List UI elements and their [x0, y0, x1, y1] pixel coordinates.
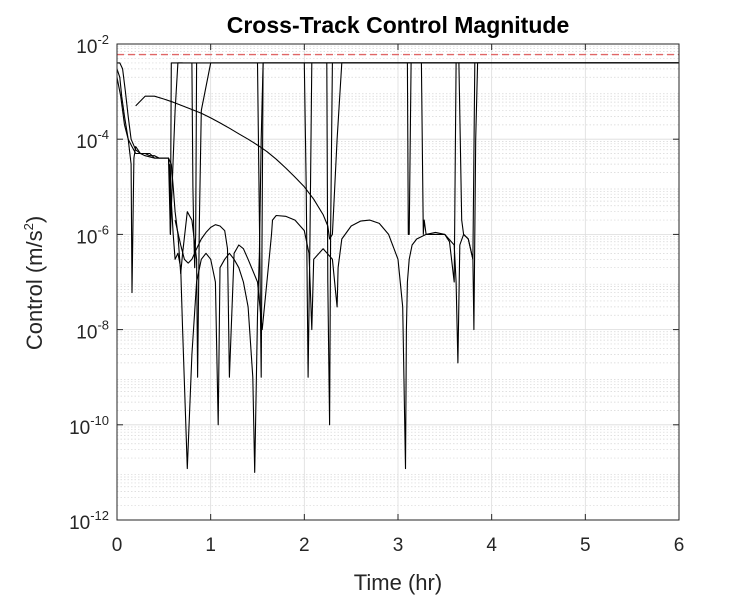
series-group: [116, 62, 679, 473]
series-line-12: [420, 62, 457, 283]
x-tick-label: 3: [393, 535, 404, 556]
series-line-11: [406, 62, 412, 235]
series-line-13: [458, 62, 476, 260]
x-tick-label: 2: [299, 535, 310, 556]
y-tick-label: 10-6: [76, 222, 109, 248]
y-tick-label: 10-2: [76, 32, 109, 58]
series-line-7: [191, 62, 198, 269]
series-line-5: [174, 62, 679, 470]
series-line-3: [116, 62, 679, 473]
y-axis-label-close: ): [22, 216, 47, 223]
y-axis-label-text: Control (m/s: [22, 230, 47, 350]
x-tick-label: 0: [112, 535, 123, 556]
y-axis-label: Control (m/s2): [21, 216, 47, 350]
y-tick-label: 10-12: [69, 508, 109, 534]
y-tick-label: 10-10: [69, 413, 109, 439]
y-tick-label: 10-4: [76, 127, 109, 153]
series-line-10: [326, 62, 333, 426]
x-tick-label: 1: [205, 535, 216, 556]
x-tick-label: 6: [674, 535, 685, 556]
series-line-6: [168, 62, 183, 235]
series-line-2: [116, 62, 679, 378]
x-tick-label: 5: [580, 535, 591, 556]
y-tick-label: 10-8: [76, 318, 109, 344]
series-line-9: [303, 62, 313, 378]
x-tick-label: 4: [486, 535, 497, 556]
y-axis-label-superscript: 2: [21, 223, 36, 230]
series-line-8: [256, 62, 264, 378]
x-axis-label: Time (hr): [354, 570, 442, 595]
chart-title: Cross-Track Control Magnitude: [227, 12, 569, 38]
axis-ticks: 0 1 2 3 4 5 6 10-12 10-10 10-8 10-6 10-4 10-2: [69, 32, 684, 556]
series-line-4: [135, 62, 679, 240]
